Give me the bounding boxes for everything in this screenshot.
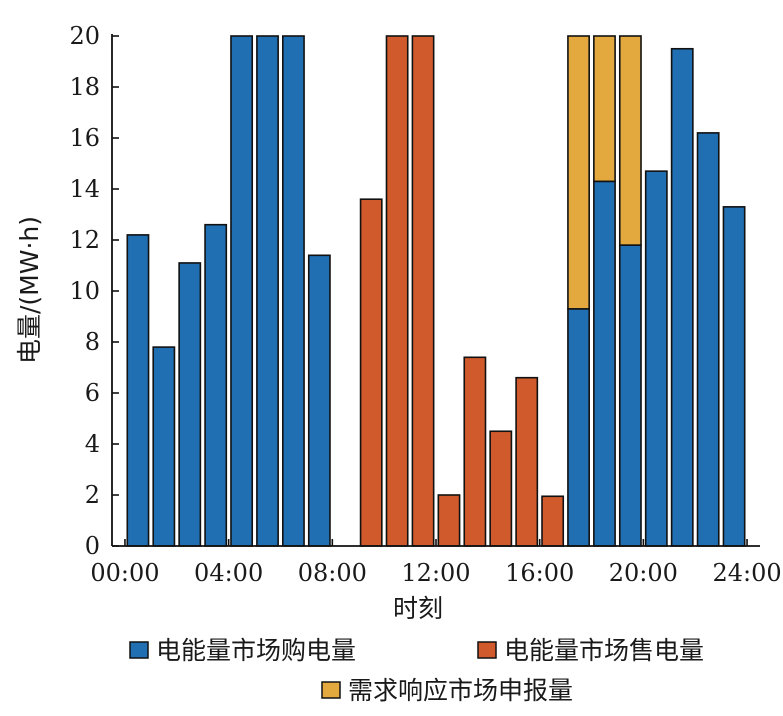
- y-tick-label: 18: [69, 73, 100, 101]
- legend-label-demand-response: 需求响应市场申报量: [348, 676, 573, 705]
- bar-series2-hour20: [618, 35, 642, 246]
- bar-series0-hour22: [670, 47, 694, 547]
- y-tick-label: 2: [85, 481, 100, 509]
- bar-series0-hour18: [567, 308, 590, 547]
- x-tick-label: 24:00: [712, 559, 781, 587]
- legend-swatch-sell: [477, 641, 497, 659]
- bar-series0-hour6: [256, 35, 279, 547]
- x-tick-label: 08:00: [298, 559, 367, 587]
- bar-series0-hour21: [644, 170, 668, 547]
- bar-series0-hour7: [282, 35, 305, 547]
- axes: 0 2 4 6 8 10 12 14 16 18 20 00:00 04:00 08:00 12:00 16:…: [69, 22, 781, 587]
- x-tick-label: 04:00: [194, 559, 263, 587]
- bar-series0-hour23: [696, 132, 720, 547]
- x-tick-label: 16:00: [505, 559, 574, 587]
- legend-swatch-buy: [129, 641, 149, 659]
- y-tick-label: 14: [69, 175, 100, 203]
- bar-series0-hour8: [307, 254, 331, 547]
- x-tick-label: 20:00: [609, 559, 678, 587]
- bar-series1-hour13: [437, 494, 461, 547]
- legend-label-buy: 电能量市场购电量: [156, 636, 356, 665]
- legend: 电能量市场购电量 电能量市场售电量 需求响应市场申报量: [129, 636, 704, 705]
- y-tick-label: 16: [69, 124, 100, 152]
- y-tick-label: 8: [85, 328, 100, 356]
- legend-swatch-demand-response: [321, 681, 341, 699]
- x-tick-label: 00:00: [90, 559, 159, 587]
- y-axis-title: 电量/(MW·h): [15, 216, 44, 364]
- bar-series2-hour19: [593, 35, 616, 183]
- y-tick-label: 0: [85, 532, 100, 560]
- bar-series0-hour2: [152, 346, 176, 547]
- x-axis-title: 时刻: [393, 594, 443, 623]
- x-tick-label: 12:00: [401, 559, 470, 587]
- bar-series1-hour15: [489, 430, 513, 547]
- bar-series0-hour19: [593, 180, 616, 547]
- bar-series2-hour18: [567, 35, 590, 310]
- y-tick-label: 6: [85, 379, 100, 407]
- legend-item-demand-response: 需求响应市场申报量: [321, 676, 573, 705]
- bar-series1-hour17: [541, 495, 565, 547]
- bar-series0-hour5: [230, 35, 254, 547]
- bar-series1-hour16: [515, 376, 539, 547]
- bar-series1-hour11: [385, 35, 409, 547]
- legend-item-buy: 电能量市场购电量: [129, 636, 356, 665]
- bar-series0-hour4: [204, 223, 228, 547]
- y-tick-label: 12: [69, 226, 100, 254]
- plot-area: [126, 35, 746, 547]
- legend-item-sell: 电能量市场售电量: [477, 636, 704, 665]
- y-tick-label: 10: [69, 277, 100, 305]
- y-tick-label: 20: [69, 22, 100, 50]
- y-tick-label: 4: [85, 430, 100, 458]
- legend-label-sell: 电能量市场售电量: [504, 636, 704, 665]
- bar-series0-hour3: [178, 262, 202, 547]
- bar-series1-hour12: [411, 35, 435, 547]
- bar-series0-hour24: [722, 206, 746, 547]
- bar-series1-hour14: [463, 356, 487, 547]
- bar-series0-hour1: [126, 234, 150, 547]
- bar-series0-hour20: [618, 244, 642, 547]
- bar-series1-hour10: [359, 198, 383, 547]
